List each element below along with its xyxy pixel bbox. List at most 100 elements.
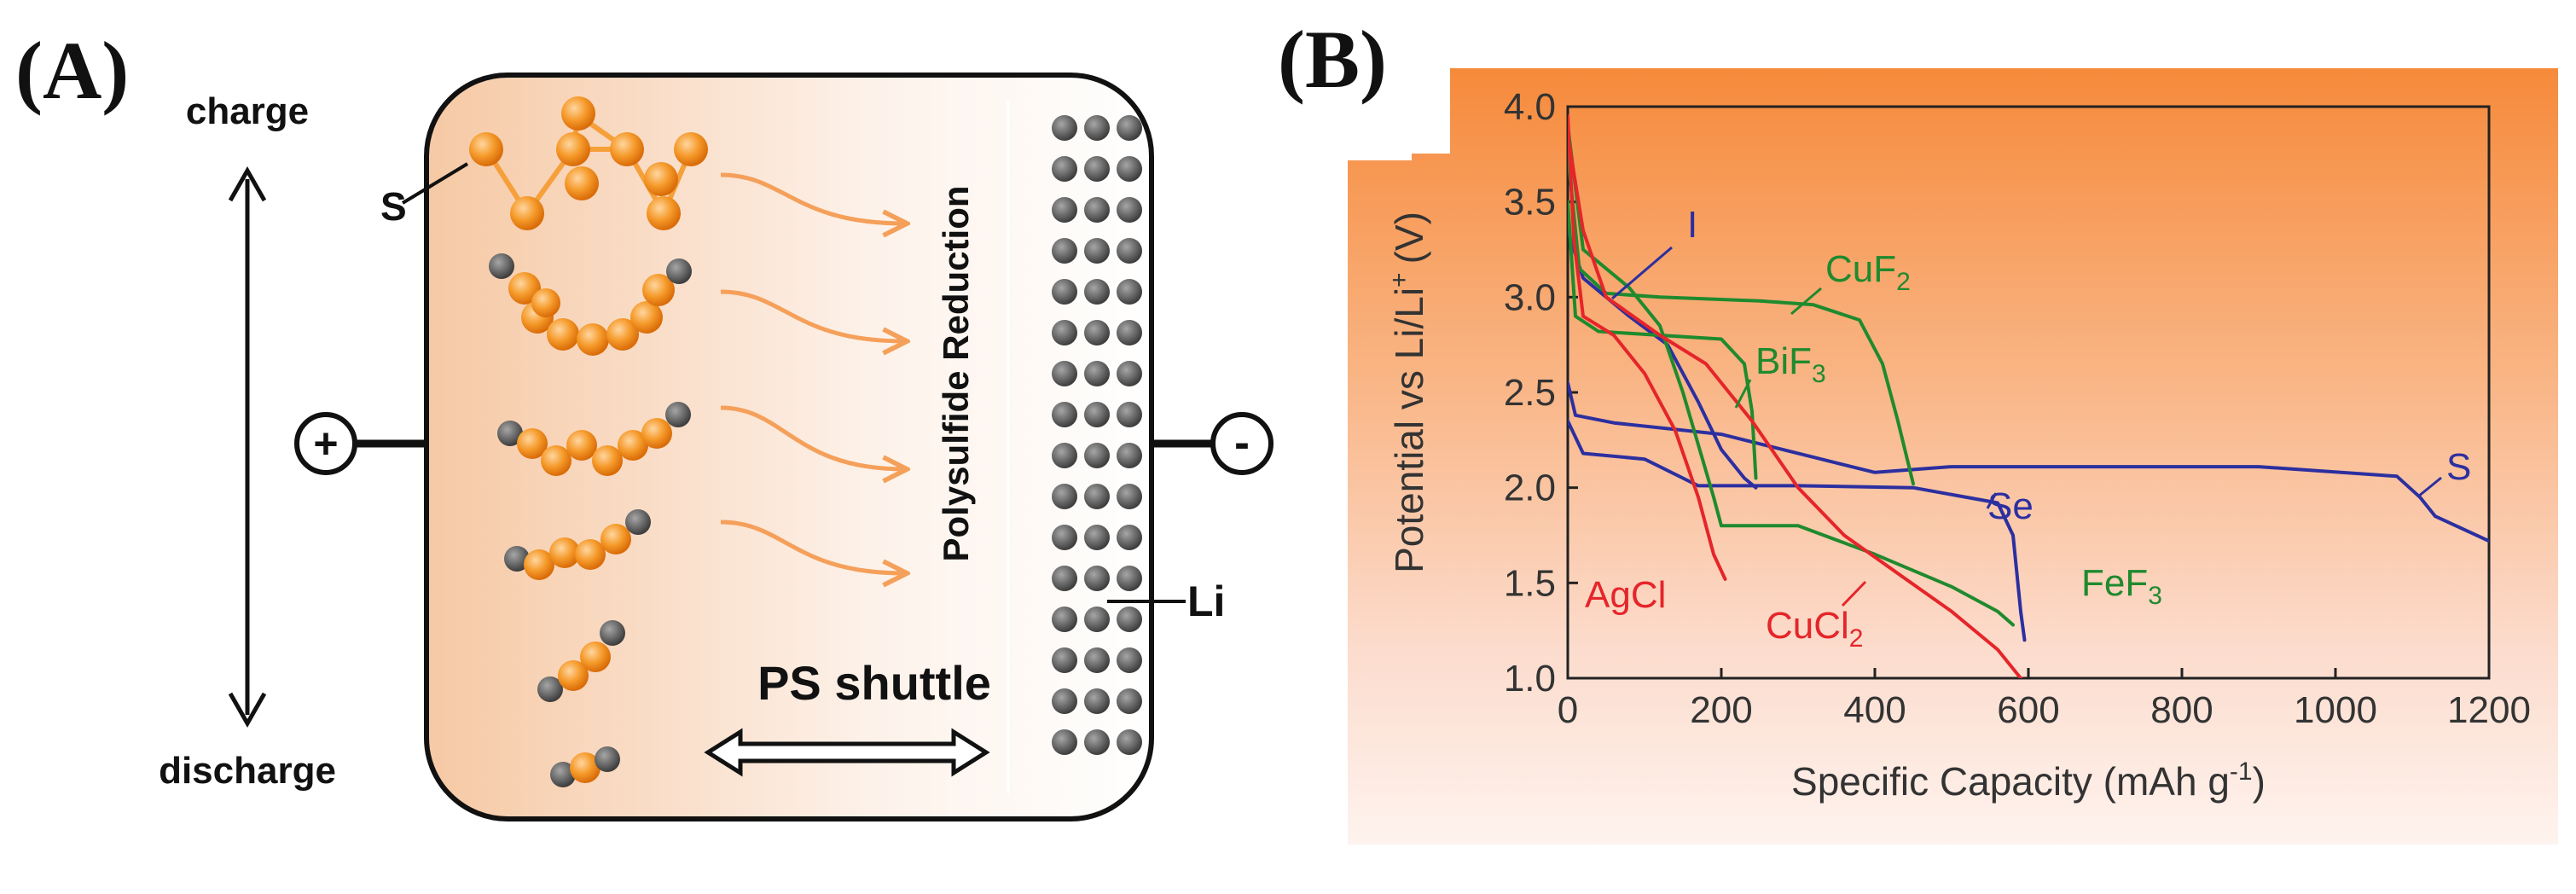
lithium-atom: [1052, 647, 1077, 673]
series-lines: [1568, 114, 2489, 678]
y-tick-label: 1.5: [1504, 562, 1556, 604]
label-fef3: FeF3: [2081, 562, 2162, 610]
lithium-atom: [1084, 320, 1110, 345]
polysulfide-li2s2: [537, 620, 625, 702]
lithium-atom: [1052, 566, 1077, 591]
series-line-cucl2: [1568, 133, 2022, 678]
lithium-atom: [1084, 607, 1110, 632]
diffusion-arrow: [720, 520, 904, 573]
lithium-atom: [1084, 197, 1110, 223]
lithium-atom: [1117, 402, 1142, 427]
charge-arrowhead: [228, 165, 267, 202]
leader-cucl2: [1841, 580, 1867, 607]
leader-s: [2417, 476, 2442, 498]
lithium-atom: [1117, 688, 1142, 714]
x-tick-label: 600: [1997, 689, 2059, 731]
lithium-atom: [1084, 647, 1110, 673]
annotation-leaders: [1611, 246, 2442, 607]
lithium-atom: [1084, 402, 1110, 427]
y-tick-label: 1.0: [1504, 658, 1556, 700]
lithium-atom: [1117, 607, 1142, 632]
lithium-atom: [1117, 156, 1142, 182]
label-cucl2: CuCl2: [1766, 605, 1863, 653]
x-tick-label: 1000: [2294, 689, 2377, 731]
label-s: S: [2446, 446, 2471, 488]
panel-b: (B) 0 200 400 600 800 1000 1200 1.0 1.5 2.0 2.5 3.0…: [1278, 14, 2558, 845]
lithium-atom: [1117, 729, 1142, 755]
series-line-cuf2: [1568, 152, 1915, 486]
lithium-atom: [1052, 525, 1077, 550]
lithium-atom: [1117, 484, 1142, 509]
lithium-atom: [1084, 688, 1110, 714]
lithium-atom: [1052, 443, 1077, 468]
sulfur-label: S: [380, 184, 407, 229]
lithium-atom: [1117, 443, 1142, 468]
label-se: Se: [1987, 485, 2034, 527]
lithium-atom: [1052, 729, 1077, 755]
leader-i: [1611, 246, 1673, 300]
lithium-atom: [1052, 238, 1077, 264]
x-tick-label: 400: [1843, 689, 1906, 731]
chart-background: [1348, 68, 2558, 845]
ps-shuttle-double-arrow: [704, 728, 990, 777]
series-line-s: [1568, 380, 2489, 543]
y-tick-label: 2.0: [1504, 467, 1556, 509]
label-bif3: BiF3: [1755, 340, 1826, 388]
label-i: I: [1687, 204, 1697, 246]
lithium-atom: [1084, 156, 1110, 182]
series-line-fef3: [1568, 124, 2015, 627]
series-line-i: [1568, 229, 1758, 490]
panel-b-label: (B): [1278, 14, 1387, 105]
lithium-atom: [1084, 443, 1110, 468]
lithium-label: Li: [1187, 578, 1225, 625]
lithium-atom: [1052, 320, 1077, 345]
lithium-atom: [1117, 115, 1142, 141]
ps-shuttle-label: PS shuttle: [757, 656, 991, 710]
lithium-atom: [1117, 566, 1142, 591]
lithium-atom: [1084, 361, 1110, 386]
lithium-atom: [1084, 729, 1110, 755]
polysulfide-diffusion-arrows: [720, 172, 904, 573]
discharge-arrowhead: [228, 692, 267, 729]
lithium-atom: [1052, 484, 1077, 509]
lithium-atom: [1117, 279, 1142, 305]
lithium-atom: [1052, 607, 1077, 632]
lithium-atom: [1117, 320, 1142, 345]
polysulfide-li2s4: [504, 509, 651, 580]
lithium-atom: [1084, 238, 1110, 264]
sulfur-leader-line: [401, 162, 469, 205]
lithium-atom: [1084, 566, 1110, 591]
y-tick-label: 2.5: [1504, 372, 1556, 414]
positive-symbol: +: [313, 420, 338, 467]
polysulfide-reduction-label: Polysulfide Reduction: [936, 185, 976, 561]
diffusion-arrow: [720, 405, 904, 469]
lithium-atom: [1117, 525, 1142, 550]
x-tick-label: 0: [1558, 689, 1578, 731]
charge-label: charge: [186, 90, 309, 132]
polysulfide-li2s: [550, 746, 620, 787]
label-cuf2: CuF2: [1825, 248, 1911, 296]
leader-se: [1986, 492, 1998, 509]
x-tick-label: 800: [2150, 689, 2213, 731]
positive-terminal-icon: [294, 412, 357, 475]
y-tick-label: 4.0: [1504, 86, 1556, 128]
lithium-atom: [1117, 647, 1142, 673]
lithium-atom: [1052, 115, 1077, 141]
lithium-atom: [1052, 402, 1077, 427]
y-axis-title: Potential vs Li/Li+(V): [1385, 212, 1431, 573]
discharge-label: discharge: [159, 750, 336, 792]
lithium-atom: [1052, 361, 1077, 386]
negative-symbol: -: [1234, 417, 1250, 468]
negative-terminal-icon: [1210, 412, 1273, 475]
leader-cuf2: [1790, 287, 1822, 316]
lithium-atom: [1052, 156, 1077, 182]
lithium-atom: [1052, 688, 1077, 714]
polysulfide-li2s6: [497, 402, 691, 476]
panel-a-label: (A): [15, 25, 129, 116]
label-agcl: AgCl: [1585, 574, 1666, 616]
lithium-atom: [1117, 197, 1142, 223]
x-tick-label: 200: [1690, 689, 1752, 731]
lithium-atom: [1052, 197, 1077, 223]
series-line-agcl: [1568, 114, 1727, 581]
